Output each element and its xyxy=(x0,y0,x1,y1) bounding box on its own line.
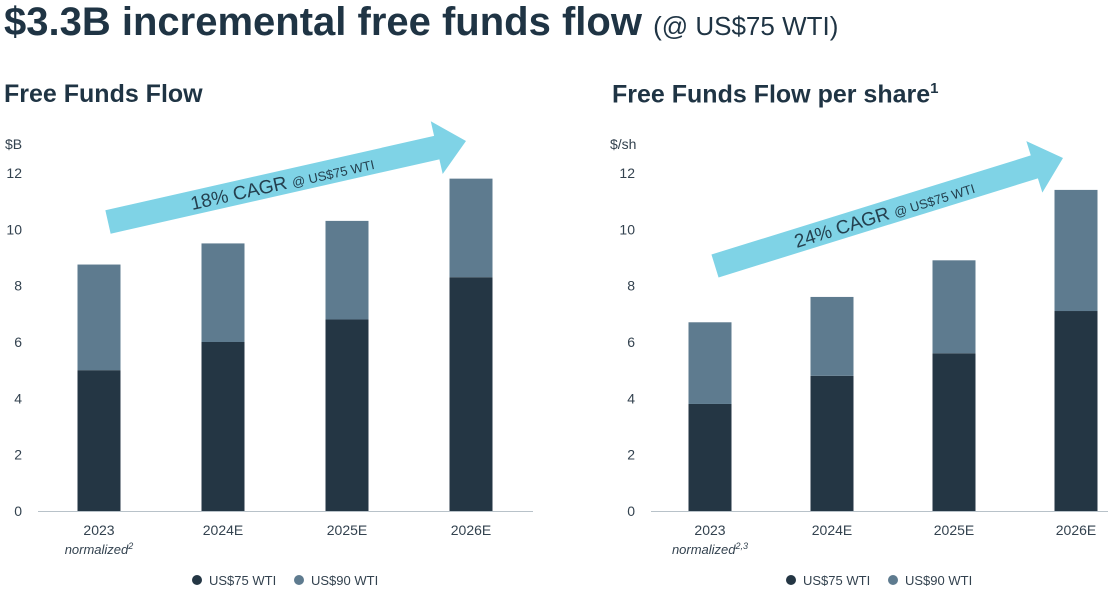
ffops-y-unit-label: $/sh xyxy=(610,136,636,152)
ffo-bar-us90-2024e xyxy=(201,243,245,342)
ffo-x-tick-label: 2024E xyxy=(203,522,243,538)
ffops-y-tick-label: 8 xyxy=(627,278,635,294)
ffops-bar-us75-2023 xyxy=(688,403,732,511)
ffops-legend-label: US$75 WTI xyxy=(803,573,870,588)
ffops-legend-marker-us90 xyxy=(888,575,898,585)
page-title-main: $3.3B incremental free funds flow xyxy=(4,0,642,44)
ffops-cagr-arrow: 24% CAGR @ US$75 WTI xyxy=(711,141,1064,278)
ffops-bar-us75-2026e xyxy=(1054,311,1098,511)
ffops-y-tick-label: 0 xyxy=(627,503,635,519)
ffops-x-tick-label: 2025E xyxy=(934,522,974,538)
ffo-y-tick-label: 8 xyxy=(14,278,22,294)
page-title-subtitle: (@ US$75 WTI) xyxy=(653,11,839,41)
ffops-cagr-label: 24% CAGR @ US$75 WTI xyxy=(792,177,977,253)
ffo-legend-label: US$90 WTI xyxy=(311,573,378,588)
ffo-y-tick-label: 10 xyxy=(6,221,22,237)
ffops-bar-us75-2025e xyxy=(932,353,976,511)
ffops-y-tick-label: 6 xyxy=(627,334,635,350)
ffo-bar-us90-2023 xyxy=(77,264,121,371)
chart-title-footnote: 1 xyxy=(930,80,939,97)
ffo-y-tick-label: 6 xyxy=(14,334,22,350)
ffops-legend-marker-us75 xyxy=(786,575,796,585)
ffo-y-tick-label: 4 xyxy=(14,390,22,406)
ffo-bar-us75-2023 xyxy=(77,370,121,511)
chart-title-ffo-per-share: Free Funds Flow per share1 xyxy=(612,80,938,109)
ffo-bar-us90-2025e xyxy=(325,220,369,320)
ffo-x-tick-label: 2023 xyxy=(83,522,114,538)
ffops-bar-us90-2025e xyxy=(932,260,976,354)
ffops-y-tick-label: 4 xyxy=(627,390,635,406)
ffops-x-tick-label: 2026E xyxy=(1056,522,1096,538)
ffo-cagr-arrow-shape xyxy=(105,121,466,234)
ffops-cagr-arrow-shape xyxy=(711,141,1064,278)
ffo-legend-label: US$75 WTI xyxy=(209,573,276,588)
ffops-bar-us90-2024e xyxy=(810,296,854,376)
ffo-y-tick-label: 12 xyxy=(6,165,22,181)
ffo-legend-marker-us90 xyxy=(294,575,304,585)
ffo-y-tick-label: 0 xyxy=(14,503,22,519)
ffo-bar-us90-2026e xyxy=(449,178,493,278)
ffo-bar-us75-2025e xyxy=(325,319,369,511)
ffops-legend-label: US$90 WTI xyxy=(905,573,972,588)
ffops-y-tick-label: 10 xyxy=(619,221,635,237)
ffo-bar-us75-2026e xyxy=(449,277,493,511)
ffops-y-tick-label: 2 xyxy=(627,447,635,463)
ffo-bar-us75-2024e xyxy=(201,342,245,511)
chart-title-ffo: Free Funds Flow xyxy=(4,80,203,109)
ffo-x-tick-note: normalized2 xyxy=(65,541,134,557)
chart-title-ffo-per-share-text: Free Funds Flow per share xyxy=(612,80,931,109)
ffo-per-share-chart: $/sh 0 2 4 6 8 10 12 2023 normalized2,3 2024E 2025E… xyxy=(610,136,1108,588)
ffo-y-unit-label: $B xyxy=(5,136,22,152)
ffo-legend-marker-us75 xyxy=(192,575,202,585)
ffo-cagr-label: 18% CAGR @ US$75 WTI xyxy=(189,153,376,215)
ffops-y-tick-label: 12 xyxy=(619,165,635,181)
ffo-cagr-arrow: 18% CAGR @ US$75 WTI xyxy=(105,121,466,234)
ffops-bar-us90-2026e xyxy=(1054,189,1098,312)
ffops-bar-us90-2023 xyxy=(688,322,732,404)
ffo-chart: $B 0 2 4 6 8 10 12 2023 normalized2 2024E 2025E 2026… xyxy=(5,121,533,588)
ffops-x-tick-label: 2023 xyxy=(694,522,725,538)
chart-title-ffo-text: Free Funds Flow xyxy=(4,80,203,108)
ffo-x-tick-label: 2025E xyxy=(327,522,367,538)
page-title: $3.3B incremental free funds flow (@ US$… xyxy=(4,0,838,45)
ffops-x-tick-label: 2024E xyxy=(812,522,852,538)
ffo-x-tick-label: 2026E xyxy=(451,522,491,538)
ffops-bar-us75-2024e xyxy=(810,375,854,511)
ffo-y-tick-label: 2 xyxy=(14,447,22,463)
ffops-x-tick-note: normalized2,3 xyxy=(672,541,748,557)
